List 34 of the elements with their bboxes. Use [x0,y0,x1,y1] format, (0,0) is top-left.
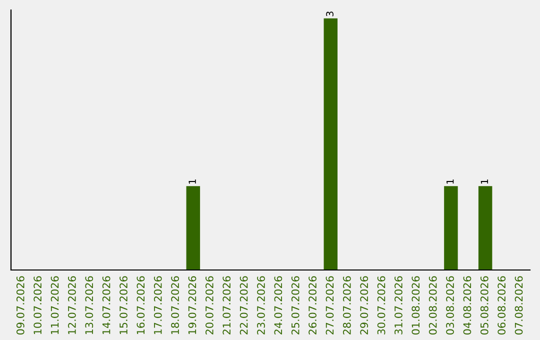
x-tick-label: 18.07.2026 [171,276,180,334]
x-tick-label: 22.07.2026 [240,276,248,334]
x-tick-label: 09.07.2026 [16,276,24,335]
x-tick-label: 12.07.2026 [68,276,76,334]
x-tick-label: 21.07.2026 [222,276,231,334]
x-tick-label: 27.07.2026 [326,276,334,334]
x-tick-label: 30.07.2026 [377,276,386,334]
x-tick-label: 10.07.2026 [34,276,42,334]
data-label: 1 [446,179,454,184]
x-tick-label: 14.07.2026 [102,276,110,334]
x-tick-label: 06.08.2026 [498,276,506,335]
x-tick-label: 19.07.2026 [188,276,196,334]
x-tick-label: 04.08.2026 [463,276,472,335]
data-label: 3 [326,12,334,16]
x-tick-label: 02.08.2026 [428,276,437,335]
x-tick-label: 17.07.2026 [154,276,162,334]
x-tick-label: 15.07.2026 [120,276,128,334]
x-tick-label: 07.08.2026 [514,276,523,335]
x-tick-label: 24.07.2026 [274,276,282,334]
x-tick-label: 16.07.2026 [136,276,145,334]
x-tick-label: 03.08.2026 [446,276,454,335]
x-tick-label: 05.08.2026 [480,276,488,335]
x-tick-label: 13.07.2026 [85,276,94,334]
data-label: 1 [188,179,196,184]
x-tick-label: 20.07.2026 [205,276,214,334]
x-tick-label: 11.07.2026 [50,276,59,334]
x-tick-label: 29.07.2026 [360,276,368,334]
x-tick-label: 26.07.2026 [308,276,316,334]
x-tick-label: 01.08.2026 [412,276,420,335]
x-tick-label: 25.07.2026 [291,276,300,334]
x-tick-label: 23.07.2026 [257,276,265,334]
data-label: 1 [480,179,488,184]
x-tick-label: 31.07.2026 [394,276,402,334]
x-tick-label: 28.07.2026 [342,276,351,334]
